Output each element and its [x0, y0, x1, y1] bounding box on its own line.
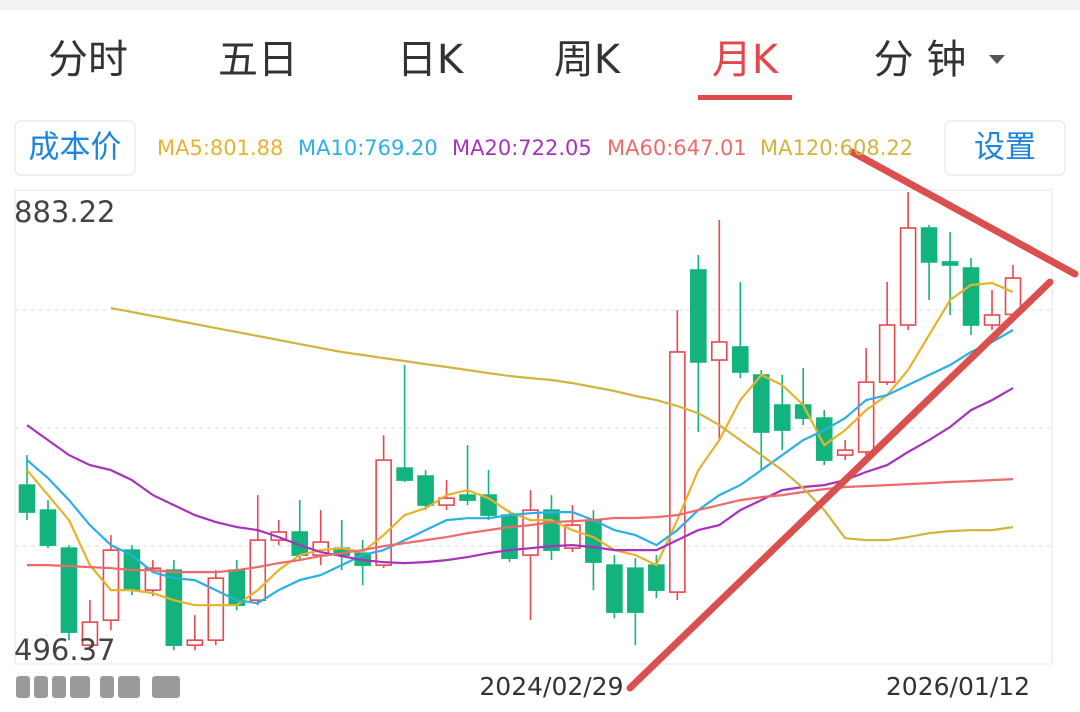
- candle-body: [815, 417, 833, 461]
- legend-entry: MA20:722.05: [452, 136, 592, 160]
- tab-underline: [698, 95, 792, 100]
- tab[interactable]: 周K: [554, 37, 622, 83]
- candle-body: [18, 484, 36, 513]
- candle-body: [669, 351, 686, 593]
- candle-body: [60, 547, 78, 633]
- candle-body: [941, 261, 959, 266]
- legend-entry: MA60:647.01: [607, 136, 747, 160]
- settings-button[interactable]: [944, 120, 1066, 176]
- candle-body: [186, 639, 204, 646]
- ma-line: [26, 329, 1014, 605]
- candle-body: [836, 449, 854, 456]
- candle-body: [438, 497, 455, 506]
- x-tick-label: 2026/01/12: [886, 672, 1030, 701]
- trend-line: [848, 148, 1079, 278]
- tab[interactable]: 分 钟: [874, 37, 967, 83]
- candle-body: [39, 509, 57, 546]
- y-tick-label: 883.22: [14, 195, 115, 229]
- grid: [15, 309, 1052, 547]
- candle-body: [648, 564, 665, 591]
- candle-body: [899, 227, 917, 326]
- candle-body: [710, 341, 728, 361]
- candle-body: [878, 324, 896, 383]
- candle-body: [81, 621, 99, 646]
- legend-entry: MA10:769.20: [298, 136, 438, 160]
- candle-body: [522, 509, 539, 556]
- candle-body: [417, 475, 434, 506]
- candle-body: [983, 314, 1001, 326]
- chart-frame: [14, 189, 1053, 665]
- cost-button-label[interactable]: 成本价: [29, 130, 122, 166]
- candle-body: [543, 509, 560, 551]
- candle-body: [857, 381, 875, 453]
- ma-line: [26, 281, 1014, 607]
- tab-bar: 分时 五日 日K 周K 月K 分 钟: [48, 37, 966, 100]
- candle-body: [962, 267, 980, 326]
- x-tick-label: 2024/02/29: [479, 672, 623, 701]
- ma-line: [27, 478, 1014, 574]
- tab[interactable]: 五日: [218, 37, 298, 83]
- blurred-text: [16, 676, 180, 698]
- plot: [18, 192, 1022, 651]
- candle-body: [920, 227, 938, 263]
- legend-entry: MA5:801.88: [157, 136, 283, 160]
- tab[interactable]: 日K: [397, 37, 465, 83]
- status-strip: [0, 0, 1080, 10]
- settings-button-label[interactable]: 设置: [974, 130, 1036, 166]
- cost-button[interactable]: [14, 120, 136, 176]
- legend-entry: MA120:608.22: [760, 136, 913, 160]
- tab[interactable]: 月K: [712, 37, 780, 83]
- tab[interactable]: 分时: [48, 37, 128, 83]
- candle-body: [459, 494, 476, 501]
- ma-line: [110, 307, 1014, 542]
- candle-body: [731, 346, 749, 373]
- candle-body: [627, 567, 644, 613]
- dropdown-arrow[interactable]: [989, 55, 1005, 64]
- candle-body: [606, 564, 623, 613]
- candle-body: [207, 577, 225, 641]
- candle-body: [396, 467, 413, 481]
- candle-body: [773, 404, 791, 431]
- y-tick-label: 496.37: [14, 633, 115, 667]
- candle-body: [752, 374, 770, 433]
- trend-line: [626, 278, 1054, 692]
- candle-body: [165, 569, 183, 646]
- candle-body: [690, 269, 707, 363]
